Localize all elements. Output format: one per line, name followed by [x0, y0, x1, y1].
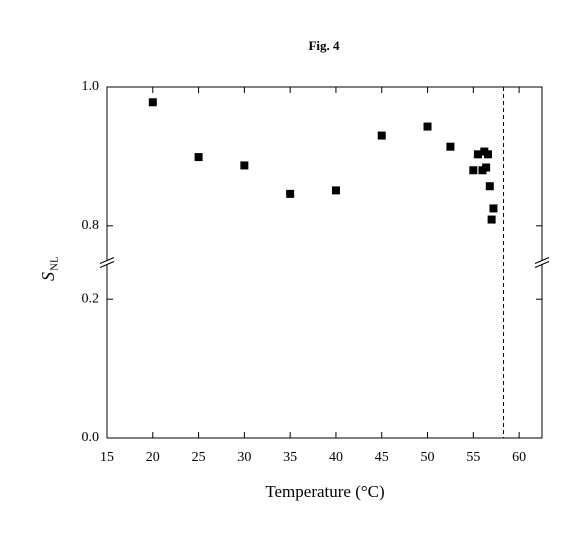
x-tick-label: 45	[375, 450, 389, 465]
x-tick-label: 20	[146, 450, 160, 465]
x-tick-label: 40	[329, 450, 343, 465]
x-tick-label: 60	[512, 450, 526, 465]
point	[331, 186, 340, 195]
y-tick-label: 0.0	[82, 430, 100, 445]
point	[240, 161, 249, 170]
axis-break	[534, 261, 550, 268]
point	[286, 189, 295, 198]
axis-break	[534, 257, 550, 264]
axis-frame	[106, 86, 543, 439]
point	[423, 122, 432, 131]
axis-break	[99, 261, 115, 268]
x-tick-label: 25	[192, 450, 206, 465]
x-tick-label: 50	[421, 450, 435, 465]
x-tick-label: 35	[283, 450, 297, 465]
point	[487, 215, 496, 224]
point	[148, 98, 157, 107]
y-label-main: S	[38, 272, 58, 281]
y-axis-label: S NL	[38, 256, 60, 281]
point	[473, 150, 482, 159]
y-tick-label: 0.2	[82, 291, 100, 306]
point	[446, 142, 455, 151]
point	[483, 150, 492, 159]
x-tick-label: 55	[466, 450, 480, 465]
point	[469, 166, 478, 175]
x-tick-label: 30	[237, 450, 251, 465]
axis-break	[99, 257, 115, 264]
point	[194, 153, 203, 162]
y-label-sub: NL	[49, 256, 61, 271]
chart-title: Fig. 4	[308, 38, 340, 53]
x-axis-label: Temperature (°C)	[265, 482, 384, 501]
point	[482, 163, 491, 172]
point	[377, 131, 386, 140]
y-tick-label: 1.0	[82, 79, 100, 94]
y-tick-label: 0.8	[82, 218, 100, 233]
point	[485, 182, 494, 191]
x-tick-label: 15	[100, 450, 114, 465]
point	[489, 204, 498, 213]
